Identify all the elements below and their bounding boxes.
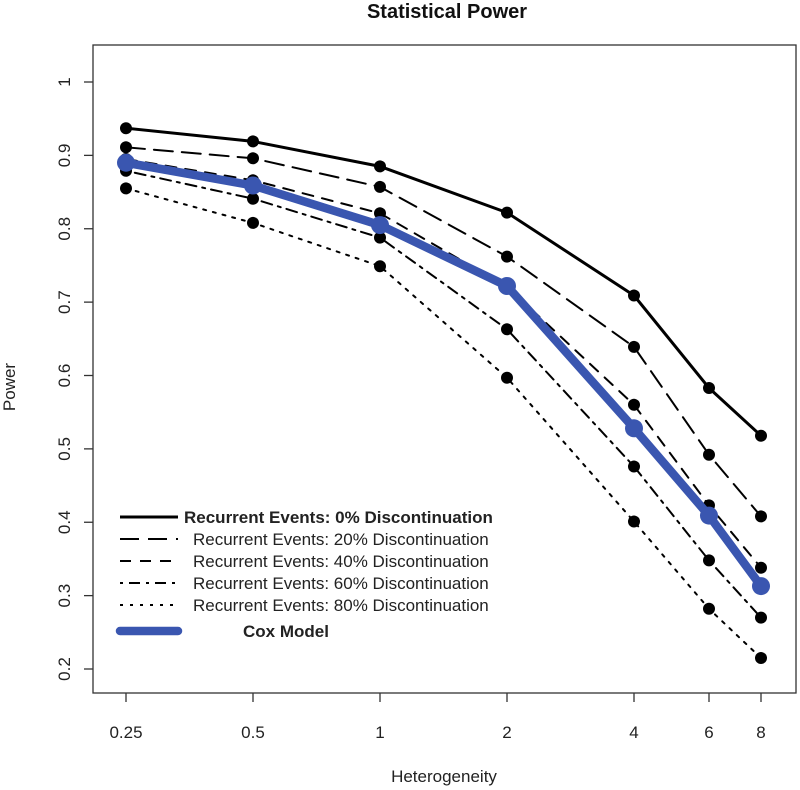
series-6 — [117, 153, 770, 596]
series-point — [625, 419, 643, 438]
series-point — [628, 398, 640, 411]
legend-label: Recurrent Events: 60% Discontinuation — [193, 574, 489, 593]
series-point — [374, 160, 386, 173]
series-point — [755, 510, 767, 523]
series-line — [125, 158, 762, 569]
series-5 — [120, 182, 767, 664]
y-tick-label: 0.7 — [55, 290, 74, 314]
series-2 — [120, 141, 767, 523]
legend-item: Recurrent Events: 60% Discontinuation — [120, 574, 489, 593]
series-point — [703, 554, 715, 567]
series-point — [501, 250, 513, 263]
y-tick-label: 0.3 — [55, 584, 74, 608]
series-point — [755, 611, 767, 624]
series-point — [374, 207, 386, 220]
series-point — [498, 277, 516, 295]
y-tick-label: 0.9 — [55, 144, 74, 168]
series-point — [120, 141, 132, 154]
series-1 — [120, 122, 767, 442]
legend-item: Cox Model — [115, 622, 329, 641]
series-point — [703, 602, 715, 615]
chart-title: Statistical Power — [367, 1, 527, 23]
x-tick-label: 6 — [704, 723, 713, 742]
y-axis-label: Power — [0, 363, 19, 412]
legend-item: Recurrent Events: 20% Discontinuation — [120, 530, 489, 549]
series-point — [755, 429, 767, 442]
series-point — [374, 260, 386, 273]
legend-item: Recurrent Events: 0% Discontinuation — [120, 508, 493, 527]
legend: Recurrent Events: 0% Discontinuation Recu… — [115, 508, 493, 641]
series-point — [752, 577, 770, 596]
series-point — [247, 135, 259, 148]
series-point — [755, 652, 767, 664]
x-tick-label: 0.25 — [109, 723, 142, 742]
series-point — [755, 561, 767, 574]
series-point — [120, 182, 132, 195]
legend-label: Recurrent Events: 80% Discontinuation — [193, 596, 489, 615]
series-point — [371, 216, 389, 235]
y-tick-label: 0.5 — [55, 437, 74, 461]
series-point — [374, 180, 386, 193]
series-point — [703, 448, 715, 461]
x-tick-label: 0.5 — [241, 723, 265, 742]
x-tick-label: 4 — [629, 723, 638, 742]
y-tick-label: 0.8 — [55, 217, 74, 241]
series-point — [244, 176, 262, 195]
x-tick-label: 2 — [502, 723, 511, 742]
legend-label: Recurrent Events: 40% Discontinuation — [193, 552, 489, 571]
series-point — [628, 289, 640, 302]
plot-frame — [92, 44, 797, 694]
series-layer — [117, 122, 770, 664]
y-tick-label: 0.2 — [55, 657, 74, 681]
series-point — [120, 122, 132, 135]
series-point — [628, 340, 640, 353]
series-point — [247, 192, 259, 205]
series-point — [501, 206, 513, 219]
series-point — [501, 371, 513, 384]
legend-label: Cox Model — [243, 622, 329, 641]
series-point — [628, 515, 640, 528]
series-point — [374, 231, 386, 244]
x-axis-label: Heterogeneity — [391, 767, 497, 786]
series-point — [703, 382, 715, 394]
legend-label: Recurrent Events: 20% Discontinuation — [193, 530, 489, 549]
series-line — [124, 126, 763, 438]
series-point — [247, 152, 259, 165]
series-point — [117, 153, 135, 172]
x-axis: 0.25 0.5 1 2 4 6 8 — [109, 693, 766, 742]
series-point — [700, 506, 718, 525]
y-tick-label: 1 — [55, 77, 74, 86]
y-tick-label: 0.6 — [55, 364, 74, 388]
x-tick-label: 8 — [756, 723, 765, 742]
y-axis: 0.2 0.3 0.4 0.5 0.6 0.7 0.8 0.9 1 — [55, 77, 93, 681]
legend-item: Recurrent Events: 40% Discontinuation — [120, 552, 489, 571]
series-point — [247, 216, 259, 229]
legend-item: Recurrent Events: 80% Discontinuation — [120, 596, 489, 615]
y-tick-label: 0.4 — [55, 510, 74, 534]
series-line — [125, 169, 762, 619]
x-tick-label: 1 — [375, 723, 384, 742]
series-point — [628, 460, 640, 473]
series-point — [501, 323, 513, 336]
legend-label: Recurrent Events: 0% Discontinuation — [184, 508, 493, 527]
